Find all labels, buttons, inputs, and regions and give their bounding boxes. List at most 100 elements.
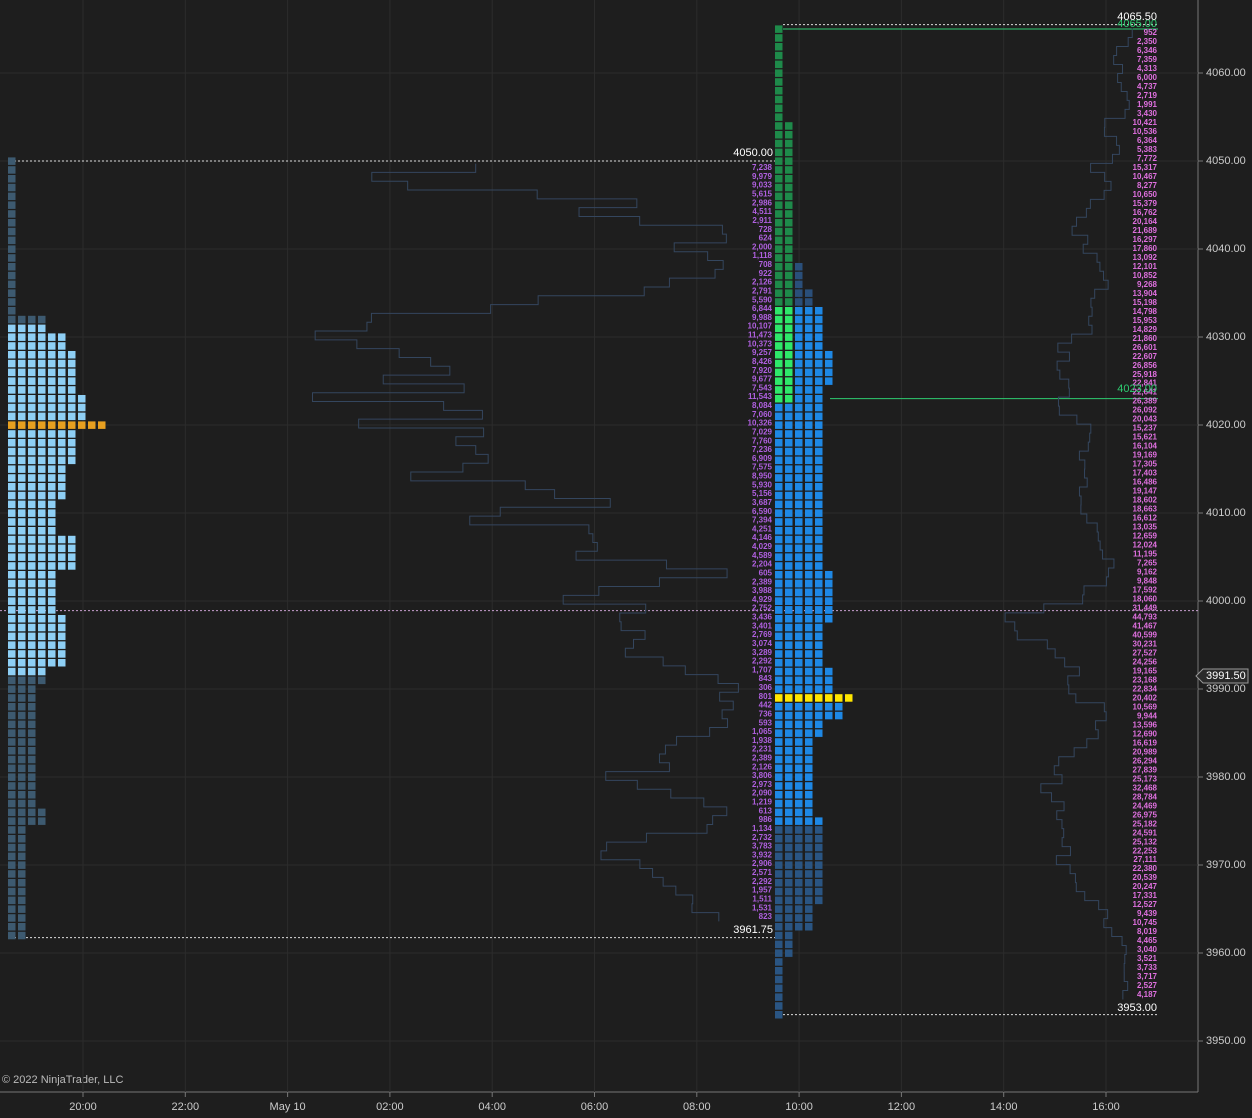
volume-label: 9,162 xyxy=(1137,568,1158,577)
tpo-block xyxy=(825,676,833,685)
volume-label: 15,237 xyxy=(1133,424,1158,433)
volume-label: 5,590 xyxy=(752,295,773,304)
tpo-block xyxy=(815,676,823,685)
volume-label: 19,165 xyxy=(1133,666,1158,675)
tpo-block xyxy=(8,676,16,685)
tpo-block xyxy=(785,245,793,253)
tpo-block xyxy=(795,623,803,632)
volume-label: 3,988 xyxy=(752,586,773,595)
tpo-block xyxy=(8,659,16,667)
tpo-block xyxy=(825,579,833,588)
tpo-block xyxy=(815,351,823,359)
tpo-block xyxy=(785,773,793,781)
tpo-block xyxy=(48,447,56,456)
tpo-block xyxy=(785,527,793,535)
tpo-block xyxy=(28,351,36,359)
tpo-block xyxy=(28,447,36,456)
tpo-block xyxy=(805,747,813,755)
tpo-block xyxy=(18,826,26,834)
tpo-block xyxy=(775,280,783,289)
tpo-block xyxy=(795,808,803,817)
tpo-block xyxy=(8,227,16,236)
tpo-block xyxy=(815,835,823,843)
tpo-block xyxy=(795,474,803,482)
tpo-block xyxy=(805,914,813,922)
tpo-block xyxy=(775,201,783,209)
tpo-block xyxy=(68,386,76,394)
tpo-block xyxy=(815,333,823,341)
tpo-block xyxy=(8,298,16,306)
tpo-block xyxy=(775,509,783,517)
tpo-block xyxy=(805,729,813,737)
tpo-block xyxy=(28,606,36,614)
tpo-block xyxy=(68,351,76,359)
volume-label: 1,134 xyxy=(752,824,773,833)
tpo-block xyxy=(805,835,813,843)
tpo-block xyxy=(815,667,823,676)
tpo-block xyxy=(28,562,36,570)
tpo-block xyxy=(795,403,803,412)
tpo-block xyxy=(815,861,823,869)
tpo-block xyxy=(795,421,803,429)
tpo-block xyxy=(28,755,36,764)
tpo-block xyxy=(775,131,783,139)
volume-label: 2,911 xyxy=(752,216,772,225)
tpo-block xyxy=(805,755,813,764)
volume-label: 1,511 xyxy=(752,894,772,903)
tpo-block xyxy=(805,571,813,579)
tpo-block xyxy=(28,403,36,412)
tpo-block xyxy=(28,711,36,720)
tpo-block xyxy=(58,439,66,447)
tpo-block xyxy=(775,931,783,940)
tpo-block xyxy=(8,808,16,817)
tpo-block xyxy=(775,113,783,121)
tpo-block xyxy=(785,597,793,605)
tpo-block xyxy=(785,940,793,949)
tpo-block xyxy=(785,439,793,447)
tpo-block xyxy=(18,729,26,737)
volume-label: 9,257 xyxy=(752,348,773,357)
tpo-block xyxy=(38,817,46,825)
price-tick-label: 4040.00 xyxy=(1206,243,1246,255)
volume-label: 9,439 xyxy=(1137,909,1158,918)
tpo-block xyxy=(8,333,16,341)
tpo-block xyxy=(815,359,823,368)
tpo-block xyxy=(38,535,46,544)
tpo-block xyxy=(775,166,783,174)
volume-label: 6,346 xyxy=(1137,46,1158,55)
tpo-block xyxy=(18,377,26,385)
volume-label: 442 xyxy=(759,701,773,710)
tpo-block xyxy=(795,843,803,852)
tpo-block xyxy=(48,562,56,570)
tpo-block xyxy=(775,333,783,341)
volume-label: 2,527 xyxy=(1137,981,1158,990)
tpo-block xyxy=(775,447,783,456)
tpo-block xyxy=(775,324,783,333)
tpo-block xyxy=(785,465,793,473)
volume-label: 2,231 xyxy=(752,745,773,754)
tpo-block xyxy=(795,588,803,597)
tpo-block xyxy=(58,403,66,412)
tpo-block xyxy=(815,307,823,315)
tpo-block xyxy=(8,324,16,333)
tpo-block xyxy=(48,412,56,421)
volume-outline xyxy=(1004,28,1133,1000)
tpo-block xyxy=(38,456,46,465)
tpo-block xyxy=(38,395,46,403)
tpo-block xyxy=(18,333,26,341)
tpo-block xyxy=(785,500,793,509)
tpo-block xyxy=(8,395,16,403)
tpo-block xyxy=(8,403,16,412)
volume-label: 10,569 xyxy=(1133,702,1158,711)
tpo-block xyxy=(785,817,793,825)
tpo-block xyxy=(28,324,36,333)
tpo-block xyxy=(815,386,823,394)
tpo-block xyxy=(38,676,46,685)
tpo-block xyxy=(48,579,56,588)
tpo-block xyxy=(28,386,36,394)
volume-label: 25,918 xyxy=(1133,370,1158,379)
tpo-block xyxy=(18,315,26,324)
tpo-block xyxy=(805,703,813,711)
tpo-block xyxy=(825,588,833,597)
volume-label: 6,590 xyxy=(752,507,773,516)
